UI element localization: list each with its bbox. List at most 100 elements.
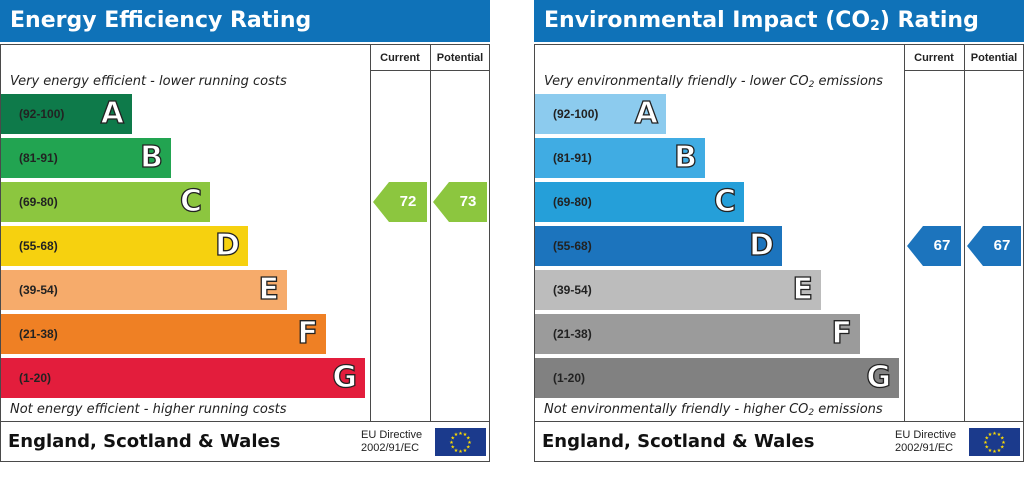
band-range-label: (21-38) [19,327,58,341]
eu-directive-text: EU Directive 2002/91/EC [361,429,422,455]
bottom-note: Not energy efficient - higher running co… [10,402,287,417]
footer-divider [0,421,490,422]
eu-star-icon: ★ [992,449,997,455]
potential-rating-arrow-shape [967,226,1021,266]
eu-star-icon: ★ [997,448,1002,454]
eu-star-icon: ★ [466,436,471,442]
band-letter: D [214,227,240,263]
current-rating-arrow-value: 72 [399,193,417,210]
footer-divider [534,421,1024,422]
band-letter: A [100,95,125,131]
eu-directive-line1: EU Directive [361,429,423,441]
potential-rating-arrow: 67 [967,226,1021,266]
header-divider [904,70,1024,71]
potential-rating-arrow-shape [433,182,487,222]
current-column-header: Current [380,52,420,64]
eu-flag-graphic: ★★★★★★★★★ ★ ★★ [435,428,486,456]
eu-star-icon: ★ [458,431,463,437]
band-d: (55-68) D [535,226,782,266]
band-range-label: (55-68) [19,239,58,253]
band-letter: E [258,271,280,307]
eu-star-icon: ★ [454,432,459,438]
band-range-label: (92-100) [19,107,65,121]
eu-star-icon: ★ [467,440,472,446]
band-g: (1-20) G [535,358,899,398]
potential-rating-arrow-value: 67 [993,237,1011,254]
band-range-label: (39-54) [553,283,592,297]
band-f: (21-38) F [1,314,326,354]
eu-star-icon: ★ [992,431,997,437]
eu-star-icon: ★ [988,448,993,454]
potential-column-header: Potential [970,52,1018,64]
header-divider [370,70,490,71]
footer-region: England, Scotland & Wales [542,431,815,452]
environmental-impact-panel: Environmental Impact (CO2) Rating Curren… [534,0,1024,462]
eu-star-icon: ★ [984,436,989,442]
band-letter: F [297,315,319,351]
column-divider [430,44,431,422]
current-rating-arrow-shape [373,182,427,222]
eu-flag-icon: ★ ★ ★ ★ ★ ★ ★ ★ ★ ★ ★ ★ [969,428,1020,456]
band-range-label: (21-38) [553,327,592,341]
band-g: (1-20) G [1,358,365,398]
band-range-label: (81-91) [553,151,592,165]
band-b: (81-91) B [535,138,705,178]
bottom-note: Not environmentally friendly - higher CO… [544,402,883,418]
band-range-label: (1-20) [553,371,586,385]
eu-star-icon: ★ [449,440,454,446]
band-c: (69-80) C [535,182,744,222]
band-letter: C [713,183,736,219]
band-letter: D [748,227,774,263]
band-d: (55-68) D [1,226,248,266]
potential-rating-arrow-value: 73 [459,193,477,210]
band-letter: A [634,95,659,131]
eu-star-icon: ★ [1001,440,1006,446]
eu-star-icon: ★ [450,445,455,451]
band-range-label: (92-100) [553,107,599,121]
eu-star-icon: ★ [983,440,988,446]
band-range-label: (69-80) [553,195,592,209]
band-letter: E [792,271,814,307]
band-c: (69-80) C [1,182,210,222]
energy-efficiency-panel: Energy Efficiency Rating Current Potenti… [0,0,490,462]
top-note: Very energy efficient - lower running co… [10,74,287,89]
chart-frame [0,44,490,462]
band-e: (39-54) E [535,270,821,310]
eu-star-icon: ★ [458,449,463,455]
panel-title: Energy Efficiency Rating [0,0,490,42]
band-letter: B [673,139,697,175]
band-f: (21-38) F [535,314,860,354]
eu-star-icon: ★ [1000,436,1005,442]
column-divider [964,44,965,422]
eu-star-icon: ★ [984,445,989,451]
eu-star-icon: ★ [463,448,468,454]
eu-directive-text: EU Directive 2002/91/EC [895,429,956,455]
eu-star-icon: ★ [997,432,1002,438]
band-a: (92-100) A [1,94,132,134]
potential-column-header: Potential [436,52,484,64]
current-rating-arrow: 72 [373,182,427,222]
current-rating-arrow-shape [907,226,961,266]
band-e: (39-54) E [1,270,287,310]
column-divider [370,44,371,422]
potential-rating-arrow: 73 [433,182,487,222]
band-range-label: (1-20) [19,371,52,385]
top-note: Very environmentally friendly - lower CO… [544,74,883,90]
current-rating-arrow: 67 [907,226,961,266]
band-letter: C [179,183,202,219]
eu-star-icon: ★ [463,432,468,438]
current-rating-arrow-value: 67 [933,237,951,254]
band-range-label: (81-91) [19,151,58,165]
column-divider [904,44,905,422]
eu-directive-line2: 2002/91/EC [895,442,954,454]
eu-star-icon: ★ [450,436,455,442]
band-range-label: (69-80) [19,195,58,209]
current-column-header: Current [914,52,954,64]
footer-region: England, Scotland & Wales [8,431,281,452]
band-letter: G [866,359,892,395]
eu-flag-graphic: ★★★★★★★★★ ★ ★★ [969,428,1020,456]
band-letter: F [831,315,853,351]
eu-star-icon: ★ [1000,445,1005,451]
band-range-label: (55-68) [553,239,592,253]
band-b: (81-91) B [1,138,171,178]
